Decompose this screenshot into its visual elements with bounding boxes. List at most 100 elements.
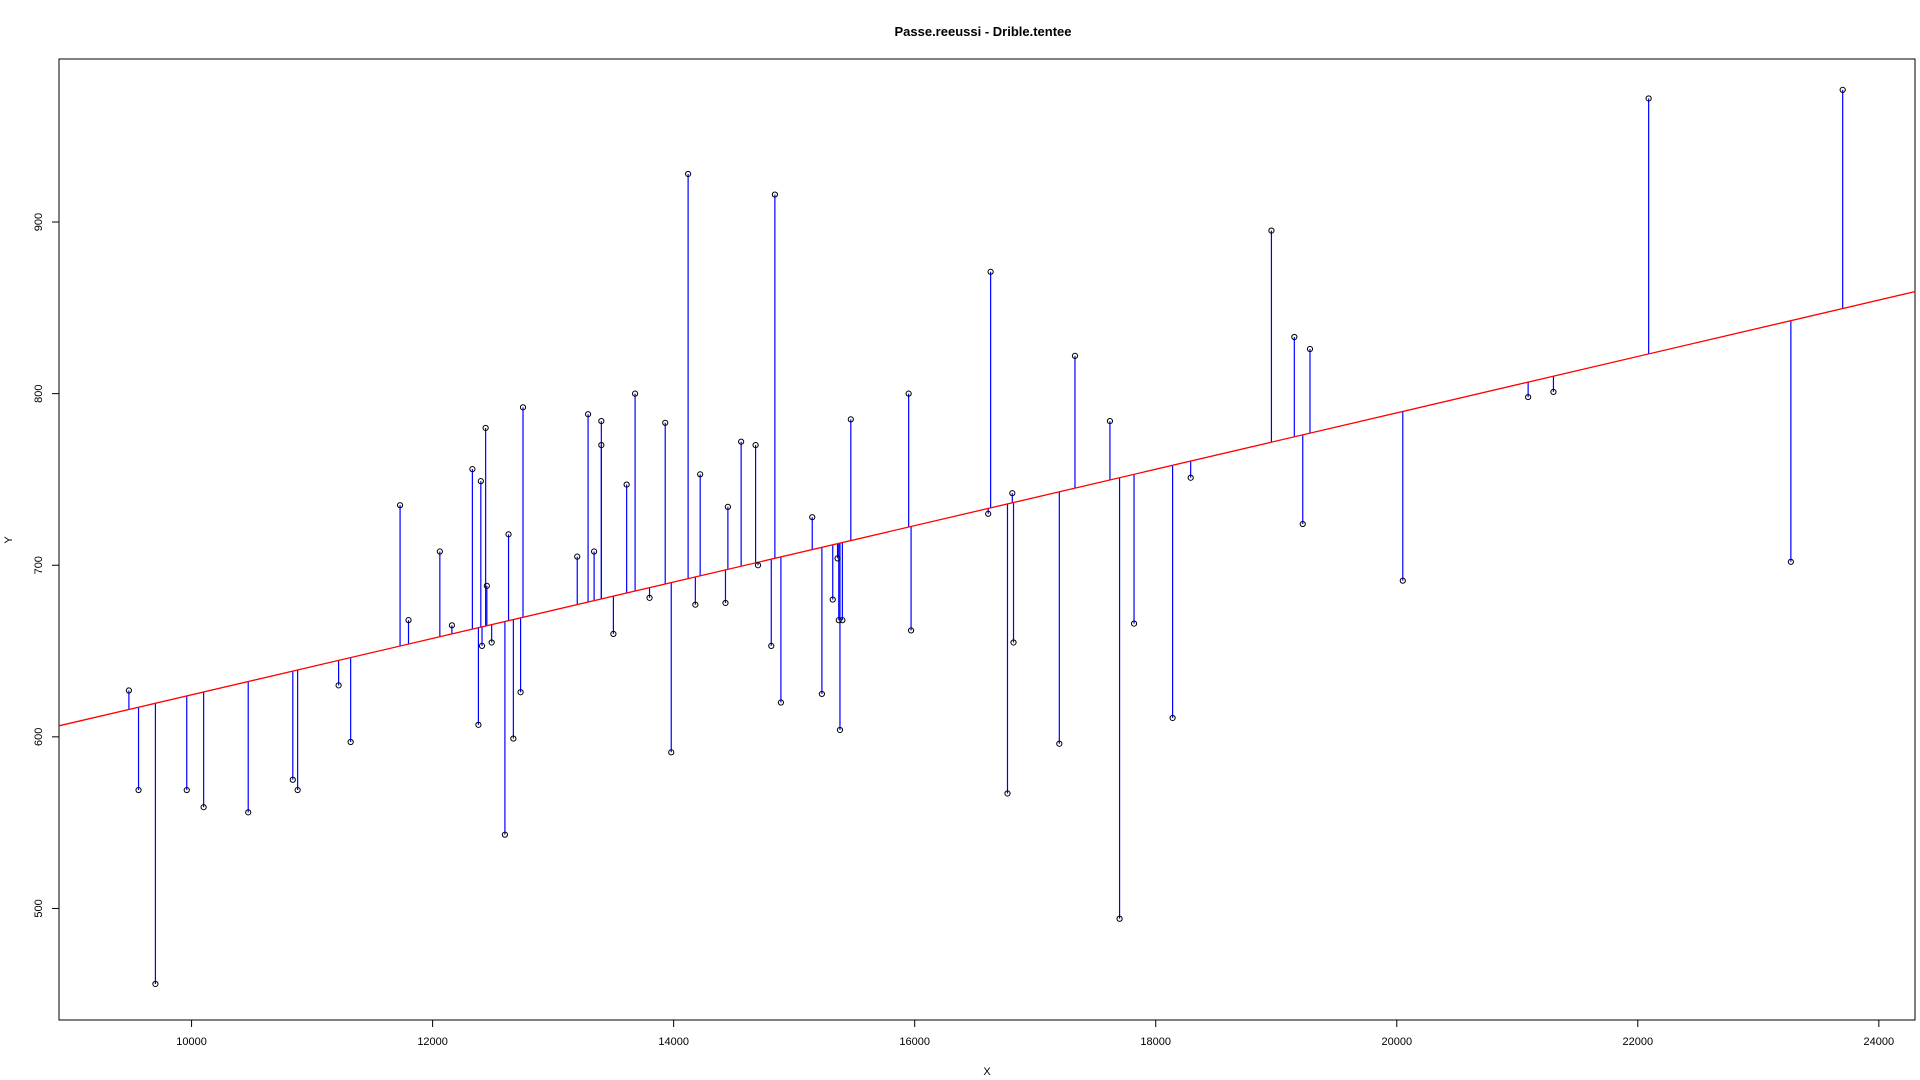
data-point <box>722 599 729 607</box>
data-point <box>818 690 825 698</box>
data-point <box>662 419 669 426</box>
x-tick-label: 14000 <box>658 1036 689 1048</box>
data-point <box>347 738 354 746</box>
data-point <box>907 627 915 634</box>
data-point <box>847 416 854 423</box>
data-point <box>396 502 404 509</box>
y-tick-label: 700 <box>33 556 45 574</box>
data-point <box>501 831 509 838</box>
data-point <box>482 424 489 432</box>
data-point <box>436 548 443 555</box>
data-point <box>335 682 342 689</box>
y-tick-label: 600 <box>33 728 45 746</box>
data-point <box>478 642 486 649</box>
data-point <box>777 699 785 706</box>
data-point <box>1268 227 1275 234</box>
data-point <box>1291 333 1298 341</box>
data-point <box>836 726 844 734</box>
data-point <box>477 478 484 485</box>
data-point <box>809 514 816 521</box>
data-point <box>598 417 605 425</box>
data-point <box>510 735 517 742</box>
data-point <box>610 630 617 637</box>
data-point <box>574 553 581 560</box>
data-point <box>584 411 592 418</box>
data-point <box>985 510 992 517</box>
data-point <box>623 481 630 488</box>
data-point <box>1525 393 1532 401</box>
data-point <box>692 601 699 608</box>
data-point <box>1645 95 1652 102</box>
data-point <box>905 390 912 397</box>
data-point <box>987 268 994 275</box>
data-point <box>289 776 296 783</box>
x-tick-label: 16000 <box>899 1036 930 1048</box>
data-point <box>1004 790 1011 797</box>
data-point <box>685 170 692 178</box>
data-point <box>1306 345 1314 353</box>
data-point <box>125 687 133 694</box>
data-point <box>245 809 252 816</box>
data-point <box>1130 620 1138 627</box>
data-point <box>1550 388 1557 396</box>
data-point <box>1839 86 1846 93</box>
data-point <box>183 786 190 794</box>
data-point <box>475 721 482 728</box>
residual-lines <box>128 89 1844 984</box>
chart-title: Passe.reeussi - Drible.tentee <box>894 24 1071 39</box>
data-point <box>152 980 159 988</box>
data-point <box>519 404 527 411</box>
data-point <box>1169 714 1176 722</box>
regression-line <box>58 290 1916 727</box>
x-axis-label: X <box>983 1066 991 1078</box>
plot-frame <box>58 58 1916 1021</box>
x-tick-label: 20000 <box>1381 1036 1412 1048</box>
data-point <box>591 548 598 555</box>
data-point <box>835 617 842 624</box>
data-point <box>517 689 524 696</box>
data-point <box>1009 490 1016 497</box>
data-point <box>488 639 495 646</box>
data-point <box>1056 740 1063 747</box>
data-point <box>1787 558 1794 565</box>
x-tick-label: 12000 <box>417 1036 448 1048</box>
data-point <box>646 594 653 601</box>
y-axis: 500 600 700 800 900 <box>33 213 59 918</box>
y-axis-label: Y <box>3 536 15 544</box>
data-point <box>829 596 836 603</box>
y-tick-label: 900 <box>33 213 45 231</box>
data-point <box>1116 915 1123 922</box>
y-tick-label: 500 <box>33 899 45 917</box>
x-tick-label: 22000 <box>1623 1036 1654 1048</box>
data-point <box>448 622 455 629</box>
data-point <box>754 562 762 569</box>
y-tick-label: 800 <box>33 384 45 402</box>
data-point <box>631 390 639 397</box>
data-point <box>1071 352 1079 359</box>
data-points <box>125 86 1846 988</box>
data-point <box>768 642 775 649</box>
data-point <box>135 786 142 794</box>
x-tick-label: 24000 <box>1864 1036 1895 1048</box>
data-point <box>294 786 301 794</box>
data-point <box>505 531 512 538</box>
data-point <box>771 191 778 198</box>
data-point <box>724 503 731 510</box>
data-point <box>1187 474 1194 481</box>
data-point <box>839 617 846 624</box>
data-point <box>1399 577 1406 584</box>
data-point <box>469 466 476 473</box>
data-point <box>1299 520 1306 528</box>
data-point <box>738 438 745 445</box>
data-point <box>1010 639 1017 646</box>
data-point <box>1106 417 1114 425</box>
data-point <box>752 442 759 449</box>
x-tick-label: 10000 <box>176 1036 207 1048</box>
x-axis: 10000 12000 14000 16000 18000 20000 22000 24000 <box>176 1020 1894 1048</box>
data-point <box>200 804 207 811</box>
x-tick-label: 18000 <box>1140 1036 1171 1048</box>
data-point <box>668 749 675 756</box>
data-point <box>834 555 841 562</box>
data-point <box>697 471 704 478</box>
